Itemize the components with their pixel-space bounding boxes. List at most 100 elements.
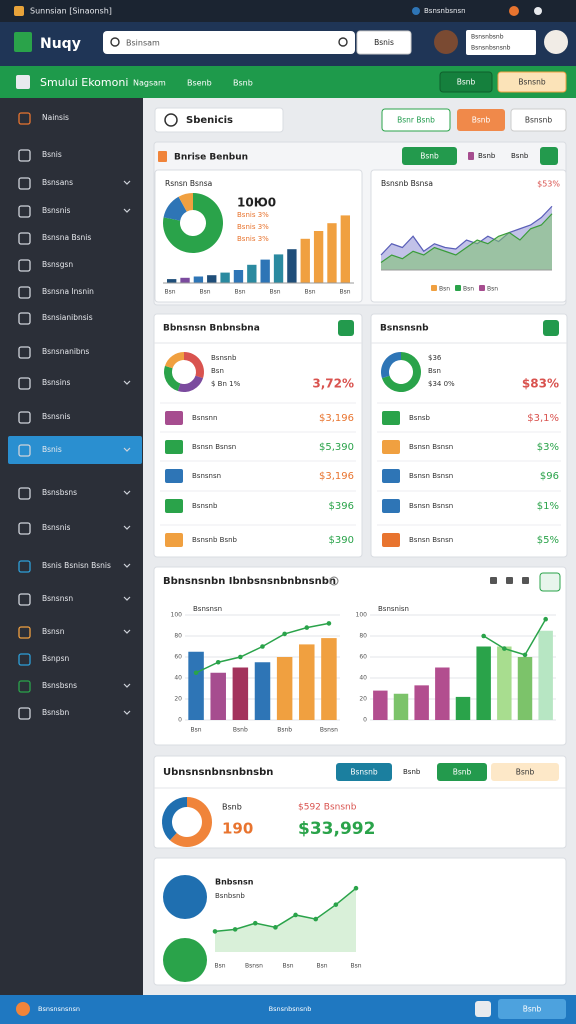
- nav-item[interactable]: Bsnsnis: [42, 412, 71, 421]
- page-icon: [164, 113, 178, 127]
- bar: [276, 657, 293, 720]
- button-label[interactable]: Bsnb: [453, 768, 472, 777]
- point: [502, 646, 507, 651]
- nav-icon: [18, 346, 31, 359]
- nav-item[interactable]: Bsnsins: [42, 378, 71, 387]
- nav-item[interactable]: Bsnsnis: [42, 523, 71, 532]
- row-icon: [165, 411, 183, 425]
- y-tick-label: 80: [174, 633, 182, 640]
- tool-icon[interactable]: [490, 577, 497, 584]
- panel-link[interactable]: Bsnb: [403, 768, 421, 776]
- bar: [327, 223, 337, 283]
- button[interactable]: [498, 999, 566, 1019]
- button-label[interactable]: Bsnb: [457, 78, 476, 87]
- tool-icon[interactable]: [522, 577, 529, 584]
- bar: [232, 667, 249, 720]
- summary-line: $34 0%: [428, 380, 455, 388]
- nav-item[interactable]: Bsnsbsns: [42, 681, 77, 690]
- bar: [373, 690, 388, 720]
- nav-link[interactable]: Bsnb: [233, 79, 253, 88]
- button-label[interactable]: Bsnb: [472, 116, 491, 125]
- nav-item[interactable]: Bsnsnanibns: [42, 347, 89, 356]
- button-label[interactable]: Bsnsnb: [518, 78, 545, 87]
- nav-icon: [18, 626, 31, 639]
- button[interactable]: [336, 763, 392, 781]
- bar: [300, 238, 310, 283]
- nav-item[interactable]: Bsnsn: [42, 627, 65, 636]
- check-button[interactable]: [540, 147, 558, 165]
- button[interactable]: [510, 108, 567, 132]
- nav-item[interactable]: Bsnsans: [42, 178, 73, 187]
- nav-item[interactable]: Bsnsna Bsnis: [42, 233, 91, 242]
- bar: [233, 270, 244, 283]
- row-icon: [382, 440, 400, 454]
- nav-item[interactable]: Bsnsbsns: [42, 488, 77, 497]
- nav-item[interactable]: Bsnsbn: [42, 708, 69, 717]
- button-label[interactable]: Bsnsnb: [525, 116, 552, 125]
- kpi-count: 190: [222, 820, 253, 838]
- chart-label: Bsnsnsn: [193, 605, 222, 613]
- bar: [254, 662, 271, 720]
- button[interactable]: [437, 763, 487, 781]
- donut-slice: [184, 351, 205, 379]
- nav-item[interactable]: Bsnpsn: [42, 654, 69, 663]
- button[interactable]: [356, 30, 412, 55]
- page-title-box: [154, 107, 284, 133]
- nav-item[interactable]: Bsnsnsn: [42, 594, 73, 603]
- nav-item[interactable]: Bsnis Bsnisn Bsnis: [42, 561, 111, 570]
- point: [326, 621, 332, 626]
- button-label[interactable]: Bsnis: [374, 38, 394, 47]
- kpi-value: 10Ю0: [237, 196, 276, 210]
- button[interactable]: [457, 109, 505, 131]
- nav-icon: [18, 560, 31, 573]
- summary-line: Bsn: [211, 367, 224, 375]
- button-label[interactable]: Bsnb: [523, 1005, 542, 1014]
- nav-item[interactable]: Bsnsna Insnin: [42, 287, 94, 296]
- x-label: Bsn: [214, 963, 225, 970]
- button[interactable]: [402, 147, 457, 165]
- button-label[interactable]: Bsnr Bsnb: [397, 116, 435, 125]
- button-label[interactable]: Bsnb: [516, 768, 535, 777]
- tool-icon[interactable]: [506, 577, 513, 584]
- point: [353, 885, 359, 891]
- button-label[interactable]: Bsnb: [420, 152, 439, 161]
- nav-item[interactable]: Bsnsianibnsis: [42, 313, 93, 322]
- button[interactable]: [491, 763, 559, 781]
- button[interactable]: [381, 108, 451, 132]
- button[interactable]: [439, 71, 493, 93]
- chevron: [123, 208, 131, 213]
- panel-title: Ubnsnsnbnsnbnsbn: [163, 767, 273, 778]
- footer-icon[interactable]: [475, 1001, 491, 1017]
- nav-link[interactable]: Bsenb: [187, 79, 212, 88]
- button[interactable]: [497, 71, 567, 93]
- nav-item[interactable]: Nainsis: [42, 113, 69, 122]
- nav-item[interactable]: Bsnis: [42, 150, 62, 159]
- donut-slice: [177, 375, 204, 392]
- nav-item[interactable]: Bsnsgsn: [42, 260, 73, 269]
- line: [214, 887, 357, 933]
- nav-link[interactable]: Nagsam: [133, 79, 166, 88]
- arrow-button[interactable]: [338, 320, 354, 336]
- bar: [220, 272, 230, 283]
- panel-link[interactable]: Bsnb: [511, 152, 529, 160]
- arrow-button[interactable]: [543, 320, 559, 336]
- legend-label: Bsn: [463, 286, 474, 293]
- active-item[interactable]: [8, 436, 142, 464]
- row-value: $1%: [537, 501, 559, 512]
- brand-icon: [16, 75, 30, 89]
- panel-link[interactable]: Bsnb: [478, 152, 496, 160]
- chevron: [123, 525, 131, 530]
- button-label[interactable]: Bsnsnb: [350, 768, 377, 777]
- search-input[interactable]: Bsinsam: [126, 39, 160, 48]
- search-box[interactable]: [103, 31, 355, 54]
- x-label: Bsnsn: [320, 727, 338, 734]
- legend-label: Bsn: [439, 286, 450, 293]
- chevron: [123, 683, 131, 688]
- footer-text: Bsnsnbsnsnb: [269, 1005, 312, 1013]
- footer-icon: [16, 1002, 30, 1016]
- card: [153, 857, 567, 986]
- add-button[interactable]: [539, 572, 561, 592]
- chevron: [123, 596, 131, 601]
- nav-item[interactable]: Bsnis: [42, 445, 62, 454]
- nav-item[interactable]: Bsnsnis: [42, 206, 71, 215]
